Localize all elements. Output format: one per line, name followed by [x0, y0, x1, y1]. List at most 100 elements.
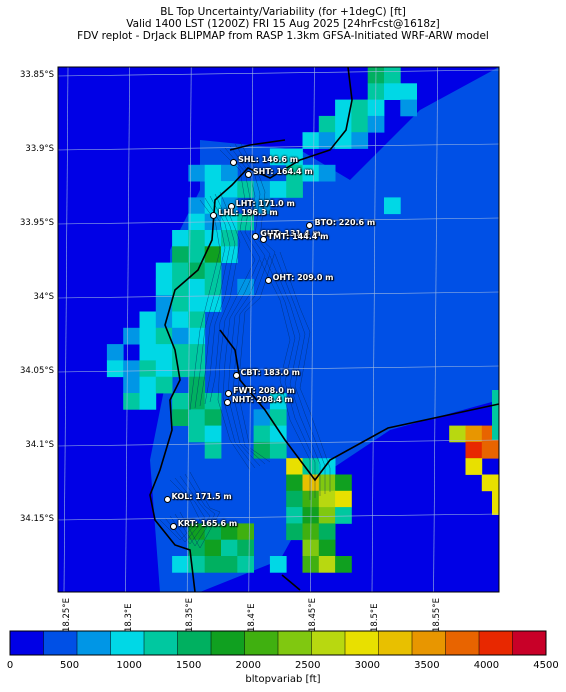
- field-cell: [188, 230, 206, 247]
- site-marker-dot[interactable]: [230, 158, 238, 166]
- terrain-contour: [199, 195, 231, 407]
- terrain-contour: [259, 259, 311, 500]
- field-cell: [204, 262, 222, 280]
- terrain-contour: [159, 479, 201, 541]
- field-cell: [155, 295, 173, 312]
- terrain-contour: [217, 149, 256, 471]
- site-marker-dot[interactable]: [169, 522, 177, 530]
- field-cell: [204, 246, 222, 263]
- field-cell: [155, 376, 173, 394]
- field-cell: [318, 132, 336, 149]
- field-cell: [269, 393, 287, 410]
- field-cell: [139, 327, 157, 345]
- field-cell: [139, 393, 157, 410]
- field-cell: [237, 278, 254, 296]
- terrain-contour: [169, 475, 211, 545]
- field-cell: [269, 441, 287, 459]
- colorbar-swatch: [445, 631, 480, 655]
- colorbar-tick-label: 1000: [116, 660, 142, 671]
- field-cell: [188, 246, 206, 263]
- field-cell: [188, 197, 206, 215]
- field-cell: [318, 115, 336, 133]
- field-cell: [188, 311, 206, 329]
- field-cell: [172, 295, 189, 312]
- longitude-gridline: [125, 66, 130, 593]
- site-marker-dot[interactable]: [259, 235, 267, 243]
- site-marker-dot[interactable]: [223, 398, 231, 406]
- site-label: LHL: 196.3 m: [218, 208, 278, 218]
- latitude-label: 34.15°S: [20, 514, 54, 524]
- colorbar-tick-label: 500: [60, 660, 80, 671]
- site-marker-dot[interactable]: [252, 232, 260, 240]
- colorbar-title: bltopvariab [ft]: [245, 674, 321, 685]
- latitude-gridline: [57, 69, 500, 77]
- colorbar-tick-label: 3500: [414, 660, 440, 671]
- field-cell: [221, 230, 238, 247]
- site-label: LHT: 171.0 m: [235, 199, 295, 209]
- colorbar-tick-label: 0: [6, 660, 14, 671]
- site-marker-dot[interactable]: [244, 170, 252, 178]
- field-cell: [318, 164, 336, 182]
- field-cell: [204, 181, 222, 198]
- field-cell: [139, 376, 157, 394]
- latitude-label: 33.85°S: [20, 70, 54, 80]
- field-cell: [269, 556, 287, 573]
- longitude-label: 18.4°E: [246, 603, 257, 632]
- field-cell: [335, 99, 352, 117]
- field-cell: [172, 230, 189, 247]
- field-cell: [335, 115, 352, 133]
- field-cell: [188, 295, 206, 312]
- field-cell: [155, 278, 173, 296]
- latitude-label: 33.9°S: [25, 144, 54, 154]
- field-cell: [188, 409, 206, 426]
- field-cell: [253, 441, 271, 459]
- field-cell: [465, 458, 483, 475]
- site-marker-dot[interactable]: [210, 212, 218, 220]
- field-cell: [188, 425, 206, 443]
- field-cell: [123, 393, 140, 410]
- field-cell: [253, 409, 271, 426]
- field-cell: [351, 115, 369, 133]
- field-cell: [172, 246, 189, 263]
- terrain-contour: [232, 143, 271, 465]
- field-cell: [286, 490, 303, 508]
- site-marker-dot[interactable]: [227, 203, 235, 211]
- site-label: TMT: 144.4 m: [267, 231, 329, 241]
- field-cell: [204, 295, 222, 312]
- field-cell: [221, 213, 238, 231]
- site-label: OHT: 209.0 m: [272, 273, 334, 283]
- terrain-contour: [209, 191, 241, 403]
- field-cell: [188, 278, 206, 296]
- colorbar-tick-label: 4000: [473, 660, 500, 671]
- field-cell: [335, 556, 352, 573]
- field-cell: [155, 360, 173, 378]
- field-cells: [58, 67, 499, 592]
- field-cell: [123, 327, 140, 345]
- field-cell: [237, 556, 254, 573]
- longitude-label: 18.25°E: [62, 598, 72, 632]
- field-cell: [302, 132, 320, 149]
- field-cell: [204, 393, 222, 410]
- site-marker-dot[interactable]: [264, 277, 272, 285]
- field-cell: [286, 164, 303, 182]
- site-marker-dot[interactable]: [225, 389, 233, 397]
- field-cell: [318, 507, 336, 524]
- field-cell: [139, 311, 157, 329]
- field-cell: [253, 197, 271, 215]
- field-cell: [221, 164, 238, 182]
- field-cell: [384, 67, 401, 84]
- terrain-contour: [174, 473, 216, 547]
- field-cell: [237, 539, 254, 557]
- site-marker-dot[interactable]: [232, 371, 240, 379]
- site-marker-dot[interactable]: [163, 496, 171, 504]
- longitude-label: 18.55°E: [431, 598, 442, 632]
- field-cell: [204, 556, 222, 573]
- site-label: FWT: 208.0 m: [233, 385, 295, 395]
- field-cell: [204, 409, 222, 426]
- field-cell: [123, 376, 140, 394]
- colorbar-tick-label: 4500: [533, 660, 559, 671]
- site-label: BTO: 220.6 m: [314, 218, 376, 228]
- field-cell: [155, 311, 173, 329]
- coastline-west: [149, 66, 353, 593]
